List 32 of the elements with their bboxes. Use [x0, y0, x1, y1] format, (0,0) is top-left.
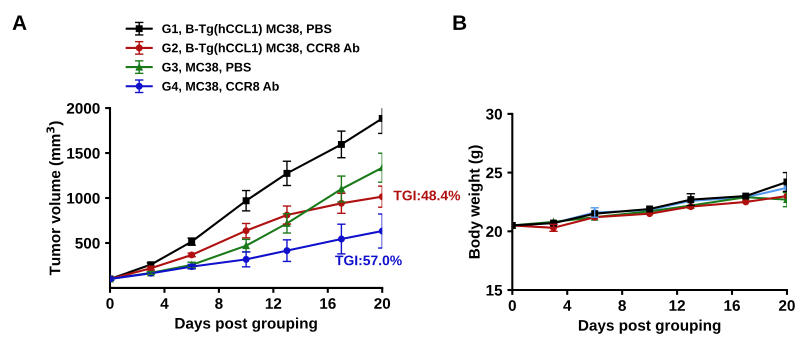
legend-label: G2, B-Tg(hCCL1) MC38, CCR8 Ab: [162, 43, 360, 55]
x-tick-label: 16: [320, 298, 336, 309]
x-axis-title: Days post grouping: [175, 317, 317, 332]
x-tick-label: 12: [670, 300, 685, 311]
x-axis-title: Days post grouping: [578, 320, 720, 334]
y-tick-label: 30: [486, 108, 502, 120]
y-tick-label: 500: [75, 238, 100, 249]
annotation: TGI:48.4%: [393, 190, 460, 200]
chart-title: A: [12, 16, 27, 30]
x-tick-label: 16: [724, 300, 740, 311]
x-tick-label: 0: [508, 300, 516, 311]
annotation: TGI:57.0%: [335, 255, 402, 266]
chart-title: B: [453, 16, 466, 30]
x-tick-label: 4: [563, 300, 572, 311]
y-tick-label: 20: [486, 226, 502, 237]
y-tick-label: 1000: [67, 192, 100, 204]
legend-label: G3, MC38, PBS: [162, 62, 251, 74]
x-tick-label: 0: [106, 298, 114, 309]
x-tick-label: 8: [215, 298, 223, 309]
x-tick-label: 4: [160, 298, 169, 309]
y-tick-label: 25: [486, 167, 502, 178]
x-tick-label: 12: [266, 298, 282, 309]
y-axis-title: Body weight (g): [468, 145, 483, 258]
x-tick-label: 20: [778, 300, 795, 311]
legend-label: G4, MC38, CCR8 Ab: [162, 82, 279, 93]
y-tick-label: 15: [486, 285, 502, 296]
y-tick-label: 2000: [66, 102, 100, 114]
legend-label: G1, B-Tg(hCCL1) MC38, PBS: [162, 24, 332, 36]
x-tick-label: 8: [618, 300, 626, 311]
x-tick-label: 20: [374, 298, 390, 309]
y-axis-title: Tumor volume (mm$^{3}$): [46, 121, 64, 276]
y-tick-label: 1500: [67, 148, 100, 159]
